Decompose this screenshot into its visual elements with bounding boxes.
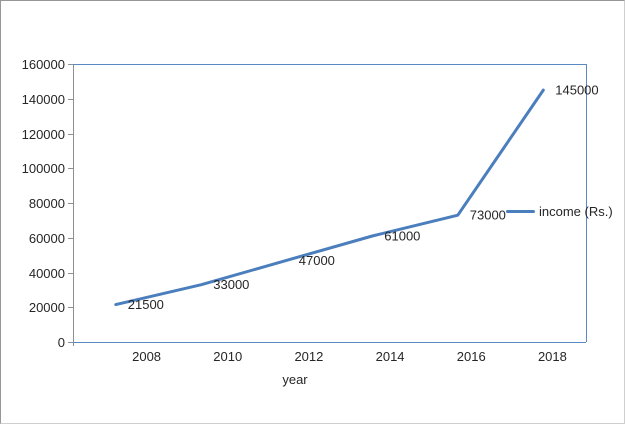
data-label: 145000: [555, 83, 598, 98]
x-axis-tick-label: 2010: [213, 349, 242, 364]
x-axis-tick-label: 2016: [457, 349, 486, 364]
y-axis-tick-label: 120000: [22, 127, 65, 142]
y-axis-tick-label: 80000: [29, 196, 65, 211]
legend-label: income (Rs.): [539, 204, 613, 219]
x-axis-tick-label: 2018: [538, 349, 567, 364]
x-axis-tick-label: 2014: [376, 349, 405, 364]
data-label: 73000: [470, 208, 506, 223]
x-axis-title: year: [282, 372, 308, 387]
y-axis-tick-label: 100000: [22, 161, 65, 176]
y-axis-tick-label: 140000: [22, 92, 65, 107]
y-axis-tick-label: 40000: [29, 266, 65, 281]
y-axis-tick-label: 20000: [29, 300, 65, 315]
x-axis-tick-label: 2008: [132, 349, 161, 364]
legend-line-marker-icon: [506, 210, 535, 213]
income-series-line: [114, 88, 545, 307]
y-axis-tick-label: 60000: [29, 231, 65, 246]
data-label: 33000: [213, 277, 249, 292]
legend: income (Rs.): [506, 203, 613, 220]
data-label: 21500: [128, 297, 164, 312]
x-axis-tick-label: 2012: [294, 349, 323, 364]
data-label: 61000: [384, 229, 420, 244]
y-axis-tick-label: 160000: [22, 57, 65, 72]
y-axis-tick-label: 0: [58, 335, 65, 350]
data-label: 47000: [299, 253, 335, 268]
